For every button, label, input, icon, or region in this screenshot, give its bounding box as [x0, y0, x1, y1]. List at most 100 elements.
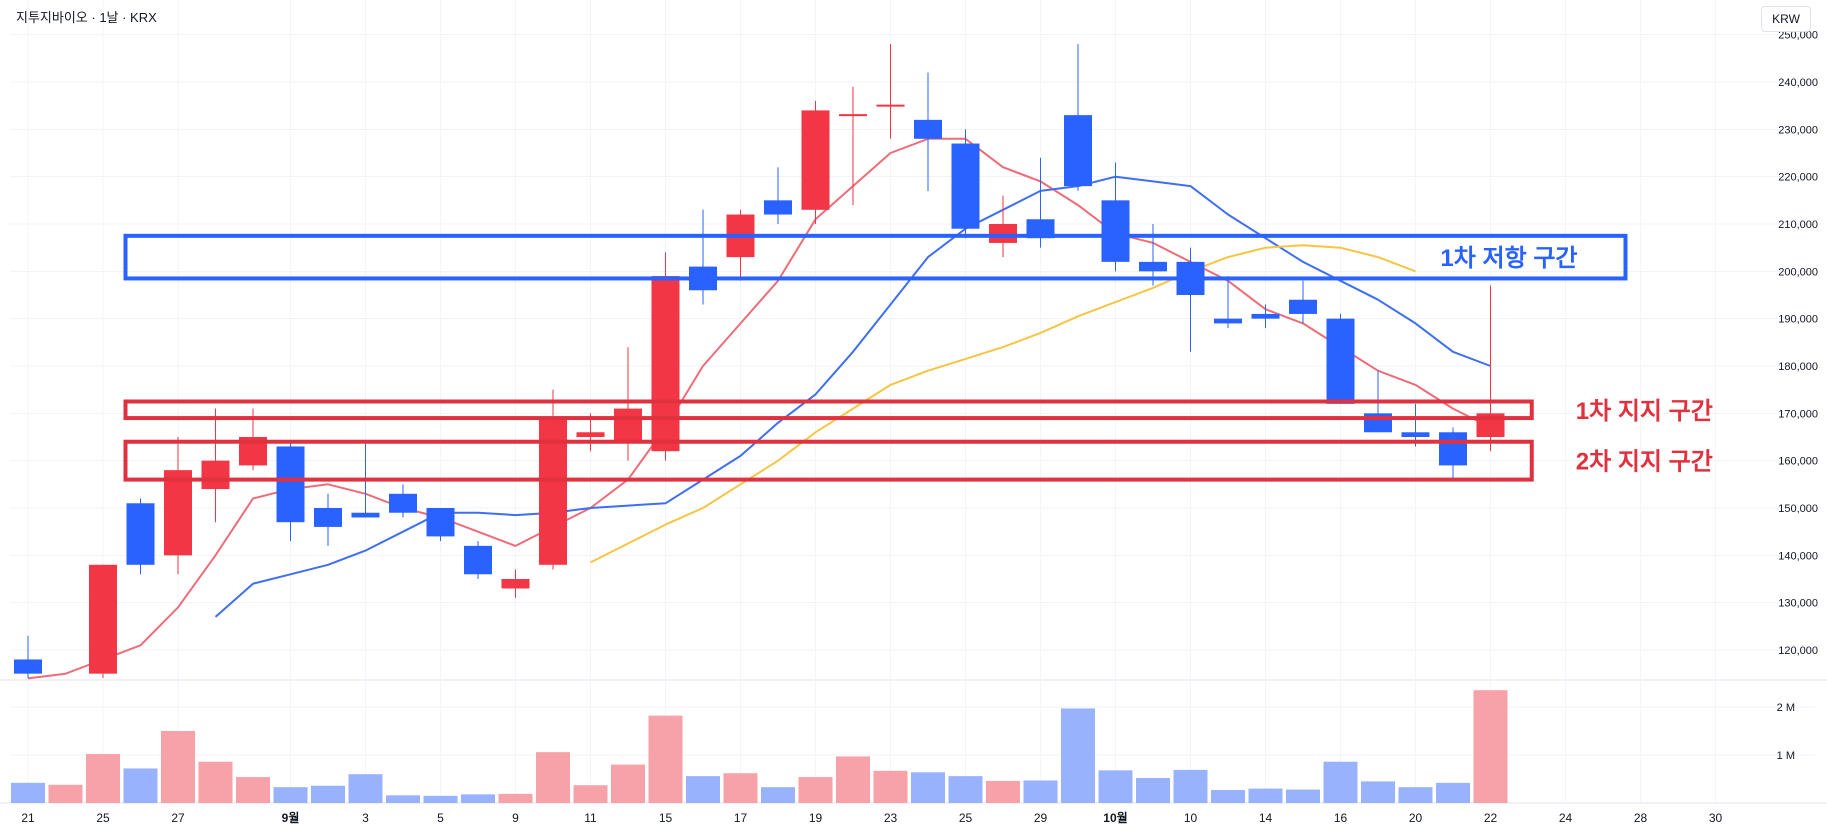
candle-body	[276, 446, 305, 523]
time-tick-label: 16	[1334, 811, 1348, 825]
candle-body	[1139, 261, 1167, 272]
time-tick-label: 25	[959, 811, 973, 825]
volume-bar	[836, 756, 870, 803]
candle-body	[126, 503, 155, 565]
support-zone-box	[123, 439, 1534, 482]
price-tick-label: 120,000	[1778, 645, 1818, 657]
ma_mid-line	[214, 175, 1491, 618]
candle-body	[351, 512, 380, 518]
volume-bar	[498, 793, 533, 803]
currency-button[interactable]: KRW	[1761, 6, 1811, 32]
volume-bar	[123, 768, 158, 803]
volume-bar	[873, 770, 908, 803]
price-tick-label: 220,000	[1778, 172, 1818, 184]
time-tick-label: 20	[1409, 811, 1423, 825]
volume-bar	[761, 787, 795, 803]
volume-bar	[86, 754, 120, 803]
price-axis: 120,000 130,000 140,000 150,000 160,000 170,0…	[1778, 30, 1818, 657]
volume-bar	[536, 752, 570, 803]
candle-body	[764, 200, 792, 215]
volume-bar	[1211, 790, 1245, 803]
price-tick-label: 190,000	[1778, 314, 1818, 326]
volume-bar	[648, 715, 683, 803]
price-tick-label: 160,000	[1778, 456, 1818, 468]
candle-body	[201, 460, 230, 490]
candle-body	[989, 224, 1017, 243]
candle-body	[614, 408, 642, 442]
volume-tick-label: 2 M	[1777, 702, 1795, 714]
volume-bar	[1098, 770, 1133, 803]
volume-bar	[11, 782, 45, 803]
price-tick-label: 210,000	[1778, 219, 1818, 231]
support-zone-box	[123, 399, 1534, 421]
volume-bar	[723, 773, 758, 803]
time-tick-label: 10월	[1103, 810, 1127, 825]
volume-bar	[273, 787, 308, 803]
volume-bar	[161, 731, 195, 803]
time-tick-label: 9	[512, 811, 519, 825]
candle-body	[951, 143, 980, 229]
volume-bar	[348, 774, 383, 803]
volume-tick-label: 1 M	[1777, 750, 1795, 762]
time-tick-label: 21	[21, 811, 35, 825]
support-zone-label: 1차 지지 구간	[1576, 398, 1713, 425]
time-tick-label: 14	[1259, 811, 1273, 825]
candles	[14, 44, 1505, 678]
volume-bar	[1398, 787, 1433, 803]
volume-bar	[1473, 690, 1508, 803]
price-tick-label: 230,000	[1778, 124, 1818, 136]
candle-body	[164, 470, 192, 556]
volume-bar	[236, 777, 270, 803]
time-tick-label: 24	[1559, 811, 1573, 825]
time-tick-label: 25	[96, 811, 110, 825]
time-axis: 21 25 27 9월 3 5 9 11 15 17 19 23 25 29 10월 10 14 16 20 22 24…	[21, 810, 1722, 825]
price-tick-label: 250,000	[1778, 30, 1818, 42]
candle-body	[426, 508, 455, 537]
volume-bar	[911, 772, 945, 803]
time-tick-label: 10	[1184, 811, 1198, 825]
volume-bar	[1361, 781, 1395, 803]
price-tick-label: 200,000	[1778, 266, 1818, 278]
volume-bar	[311, 785, 345, 803]
candle-body	[1064, 115, 1092, 187]
volume-bar	[1248, 788, 1283, 803]
volume-bar	[48, 784, 83, 803]
candle-body	[389, 493, 417, 513]
time-tick-label: 29	[1034, 811, 1048, 825]
symbol-title: 지투지바이오 · 1날 · KRX	[16, 10, 157, 25]
price-zones: 1차 저항 구간 1차 지지 구간 2차 지지 구간	[123, 233, 1713, 482]
candle-body	[464, 545, 492, 575]
candle-body	[1214, 318, 1242, 324]
time-tick-label: 23	[884, 811, 898, 825]
candle-body	[914, 119, 942, 139]
time-tick-label: 3	[362, 811, 369, 825]
volume-bar	[611, 764, 645, 803]
candle-body	[801, 110, 830, 210]
volume-bar	[198, 761, 233, 803]
volume-bar	[461, 794, 495, 803]
price-tick-label: 240,000	[1778, 77, 1818, 89]
volume-bar	[1136, 778, 1170, 803]
time-tick-label: 17	[734, 811, 748, 825]
time-tick-label: 28	[1634, 811, 1648, 825]
candle-body	[651, 276, 680, 452]
volume-bar	[948, 776, 983, 803]
candle-body	[314, 508, 342, 527]
price-tick-label: 130,000	[1778, 598, 1818, 610]
candle-body	[576, 432, 605, 437]
ma_fast-line	[27, 137, 1491, 680]
time-tick-label: 5	[437, 811, 444, 825]
volume-bar	[386, 795, 420, 803]
price-tick-label: 150,000	[1778, 503, 1818, 515]
candle-body	[1026, 219, 1055, 239]
candle-body	[89, 564, 117, 674]
resistance-zone-box	[123, 233, 1628, 281]
price-tick-label: 180,000	[1778, 361, 1818, 373]
candle-body	[14, 659, 42, 674]
time-tick-label: 27	[171, 811, 185, 825]
candle-body	[1326, 318, 1355, 404]
time-tick-label: 11	[584, 811, 597, 825]
volume-bar	[1323, 761, 1358, 803]
time-tick-label: 30	[1709, 811, 1723, 825]
